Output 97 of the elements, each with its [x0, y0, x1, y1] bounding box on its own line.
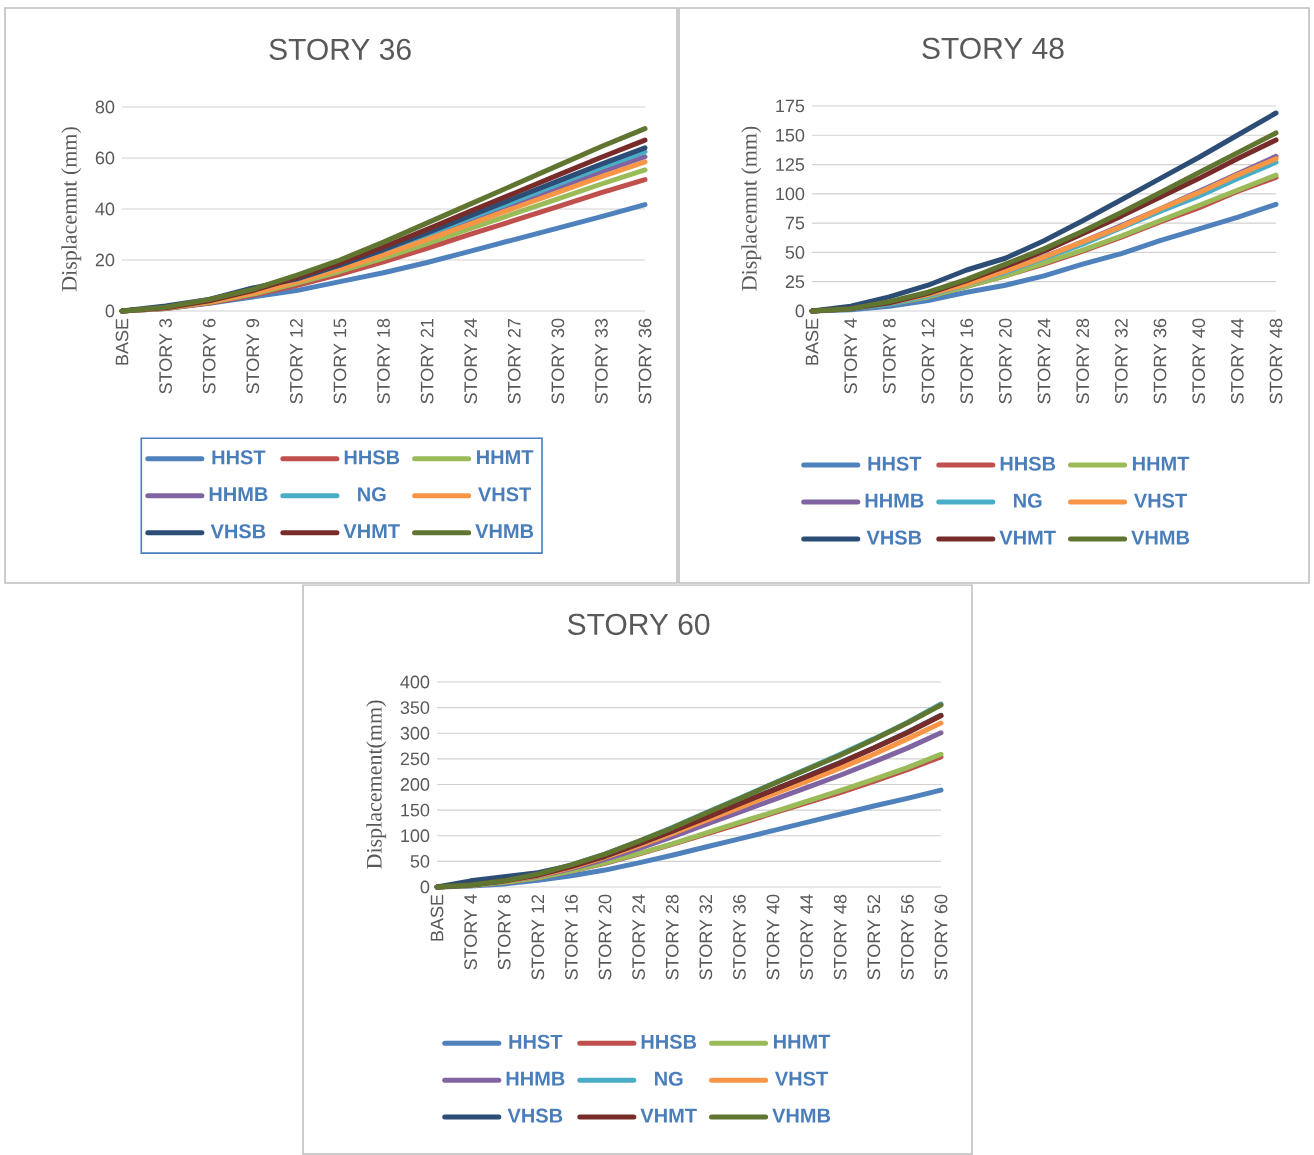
- legend-label: HHSB: [641, 1034, 697, 1049]
- x-tick-label: STORY 36: [1153, 318, 1167, 404]
- legend-label: VHMB: [475, 524, 534, 539]
- legend-label: VHST: [478, 487, 532, 502]
- x-tick-label: BASE: [115, 318, 129, 365]
- x-tick-label: STORY 20: [998, 318, 1012, 404]
- legend-label: VHMB: [772, 1108, 831, 1123]
- chart-title: STORY 48: [922, 37, 1064, 59]
- legend-label: VHMT: [640, 1108, 697, 1123]
- y-tick-label: 40: [95, 202, 115, 216]
- x-tick-label: STORY 30: [551, 318, 565, 404]
- y-tick-label: 50: [410, 854, 430, 868]
- legend-label: HHSB: [344, 450, 400, 465]
- x-tick-label: STORY 20: [598, 894, 612, 980]
- chart-title: STORY 60: [567, 613, 710, 635]
- y-tick-label: 0: [420, 880, 430, 894]
- legend-label: VHST: [1133, 493, 1187, 508]
- y-tick-label: 250: [400, 752, 430, 766]
- y-tick-label: 200: [400, 778, 430, 791]
- y-tick-label: 0: [105, 304, 115, 318]
- y-tick-label: 25: [785, 275, 805, 289]
- x-tick-label: STORY 60: [934, 894, 948, 980]
- x-tick-label: STORY 24: [464, 318, 478, 404]
- y-tick-label: 300: [400, 726, 430, 740]
- legend-label: HHST: [509, 1034, 563, 1049]
- x-tick-label: STORY 12: [289, 318, 303, 404]
- legend-label: NG: [655, 1071, 683, 1086]
- x-tick-label: STORY 27: [507, 318, 521, 404]
- x-tick-label: STORY 24: [632, 894, 645, 980]
- y-tick-label: 50: [785, 246, 805, 259]
- x-tick-label: STORY 44: [800, 894, 813, 980]
- legend-label: HHMB: [209, 487, 268, 502]
- x-tick-label: STORY 40: [766, 894, 780, 980]
- x-tick-label: STORY 28: [1076, 318, 1090, 404]
- x-tick-label: STORY 44: [1230, 318, 1244, 404]
- x-tick-label: STORY 32: [1114, 318, 1128, 404]
- y-axis-title: Displacemnt (mm): [61, 127, 82, 292]
- x-tick-label: STORY 33: [595, 318, 608, 404]
- y-tick-label: 0: [795, 304, 805, 318]
- y-tick-label: 75: [785, 216, 805, 230]
- legend-label: NG: [358, 487, 386, 502]
- x-tick-label: STORY 16: [960, 318, 974, 404]
- x-tick-label: STORY 28: [665, 894, 679, 980]
- legend-label: VHSB: [507, 1108, 563, 1123]
- x-tick-label: STORY 15: [333, 318, 347, 404]
- legend-label: HHMB: [865, 493, 924, 508]
- y-axis-title: Displacemnt (mm): [741, 126, 762, 291]
- x-tick-label: STORY 12: [921, 318, 935, 404]
- x-tick-label: STORY 56: [901, 894, 914, 980]
- x-tick-label: STORY 18: [377, 318, 390, 404]
- x-tick-label: STORY 21: [420, 318, 434, 404]
- x-tick-label: STORY 24: [1037, 318, 1051, 404]
- y-tick-label: 100: [401, 829, 430, 843]
- x-tick-label: STORY 4: [464, 894, 477, 970]
- x-tick-label: STORY 36: [733, 894, 746, 980]
- y-tick-label: 150: [776, 128, 805, 142]
- legend-label: VHMB: [1131, 530, 1190, 545]
- legend-label: VHST: [774, 1071, 828, 1086]
- y-tick-label: 150: [401, 803, 430, 817]
- x-tick-label: STORY 16: [565, 894, 578, 980]
- y-tick-label: 20: [95, 253, 115, 267]
- chart-title: STORY 36: [269, 38, 411, 60]
- x-tick-label: STORY 48: [1269, 318, 1283, 404]
- x-tick-label: STORY 12: [531, 894, 545, 980]
- x-tick-label: STORY 52: [867, 894, 881, 980]
- y-tick-label: 100: [776, 187, 805, 201]
- x-tick-label: STORY 8: [882, 318, 896, 394]
- y-tick-label: 80: [95, 100, 115, 114]
- legend-label: HHMT: [773, 1034, 831, 1049]
- x-tick-label: BASE: [430, 894, 444, 941]
- legend-label: VHSB: [210, 524, 266, 539]
- legend-label: VHMT: [343, 524, 400, 539]
- y-tick-label: 350: [400, 701, 430, 714]
- legend-label: VHSB: [866, 530, 922, 545]
- legend-label: HHSB: [1000, 456, 1056, 471]
- legend-label: NG: [1014, 493, 1042, 508]
- legend-label: HHST: [212, 450, 266, 465]
- x-tick-label: STORY 6: [202, 318, 216, 394]
- y-tick-label: 400: [400, 675, 430, 689]
- x-tick-label: STORY 48: [833, 894, 847, 980]
- x-tick-label: STORY 9: [246, 318, 260, 394]
- x-tick-label: STORY 8: [497, 894, 511, 970]
- y-tick-label: 125: [776, 158, 805, 171]
- x-tick-label: STORY 3: [159, 318, 172, 394]
- y-axis-title: Displacement(mm): [366, 700, 387, 869]
- x-tick-label: BASE: [805, 318, 819, 365]
- legend-label: HHMB: [506, 1071, 565, 1086]
- x-tick-label: STORY 36: [638, 318, 652, 404]
- legend-label: HHMT: [1132, 456, 1190, 471]
- x-tick-label: STORY 32: [699, 894, 713, 980]
- legend-label: HHST: [868, 456, 922, 471]
- x-tick-label: STORY 4: [844, 318, 858, 394]
- x-tick-label: STORY 40: [1192, 318, 1206, 404]
- y-tick-label: 60: [95, 151, 115, 165]
- legend-label: HHMT: [477, 450, 534, 465]
- y-tick-label: 175: [776, 99, 805, 113]
- legend-label: VHMT: [999, 530, 1056, 545]
